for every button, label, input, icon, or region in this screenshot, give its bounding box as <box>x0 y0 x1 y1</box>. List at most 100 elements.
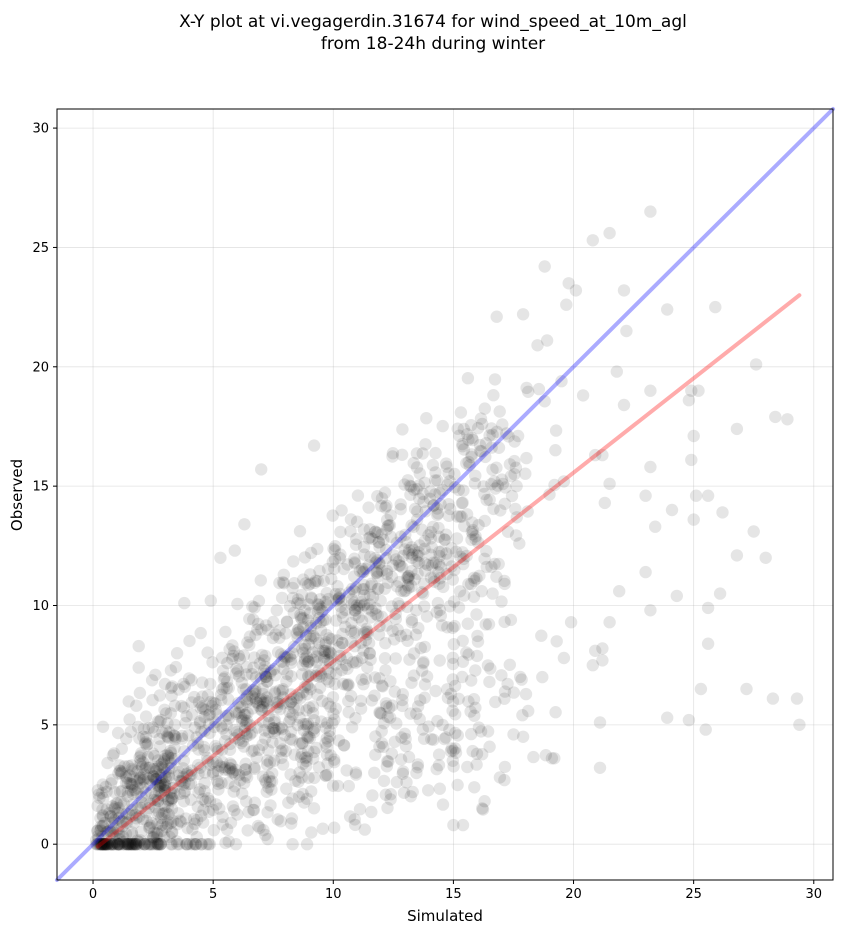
scatter-point-1548 <box>164 707 177 720</box>
scatter-point-459 <box>218 761 231 774</box>
scatter-point-926 <box>162 794 175 807</box>
scatter-point-1738 <box>716 506 729 519</box>
scatter-point-585 <box>399 732 412 746</box>
scatter-point-252 <box>203 718 216 731</box>
scatter-point-569 <box>292 790 306 803</box>
scatter-point-782 <box>456 437 469 451</box>
scatter-point-1669 <box>182 777 196 790</box>
scatter-point-501 <box>128 816 141 829</box>
scatter-point-359 <box>489 695 502 709</box>
scatter-point-1179 <box>462 433 475 446</box>
scatter-point-616 <box>312 612 326 625</box>
scatter-point-799 <box>126 780 139 793</box>
scatter-point-1701 <box>603 226 616 240</box>
scatter-point-107 <box>247 803 261 817</box>
scatter-point-472 <box>349 766 363 779</box>
scatter-point-995 <box>307 723 320 736</box>
scatter-point-565 <box>237 649 251 662</box>
scatter-point-607 <box>419 505 432 518</box>
scatter-point-1193 <box>147 770 160 783</box>
scatter-point-419 <box>152 760 165 773</box>
scatter-point-544 <box>443 600 457 613</box>
scatter-point-752 <box>410 482 423 496</box>
scatter-point-784 <box>428 474 442 487</box>
scatter-point-418 <box>190 838 203 851</box>
scatter-point-1316 <box>296 658 310 672</box>
scatter-point-1057 <box>411 700 425 713</box>
scatter-point-1275 <box>218 763 231 776</box>
scatter-point-1731 <box>603 477 616 490</box>
scatter-point-992 <box>145 816 158 830</box>
scatter-point-1658 <box>304 683 317 696</box>
scatter-point-809 <box>270 604 283 617</box>
scatter-point-289 <box>368 689 381 702</box>
scatter-point-663 <box>133 771 146 785</box>
scatter-point-894 <box>457 557 470 571</box>
scatter-point-1703 <box>538 260 551 273</box>
scatter-point-724 <box>172 765 186 779</box>
scatter-point-425 <box>144 838 157 851</box>
scatter-point-1735 <box>665 503 679 517</box>
scatter-point-719 <box>456 546 469 559</box>
scatter-point-404 <box>375 528 388 541</box>
scatter-point-1182 <box>323 656 337 669</box>
scatter-point-4 <box>295 747 309 760</box>
scatter-point-1599 <box>222 712 236 725</box>
scatter-point-92 <box>265 775 279 788</box>
scatter-point-1294 <box>119 837 133 851</box>
scatter-point-879 <box>447 638 460 651</box>
scatter-point-52 <box>296 642 309 656</box>
scatter-point-1138 <box>185 708 199 721</box>
scatter-point-1745 <box>613 585 626 598</box>
scatter-point-1002 <box>363 647 376 660</box>
scatter-point-1398 <box>380 523 393 536</box>
scatter-point-1305 <box>413 492 426 505</box>
scatter-point-1465 <box>308 721 321 735</box>
scatter-point-1077 <box>100 785 113 798</box>
scatter-point-1099 <box>144 797 157 810</box>
scatter-point-1789 <box>101 756 114 770</box>
scatter-point-722 <box>95 838 109 851</box>
scatter-point-1643 <box>496 418 509 431</box>
scatter-point-320 <box>248 651 261 664</box>
scatter-point-709 <box>288 577 301 590</box>
scatter-point-1233 <box>492 441 506 454</box>
scatter-point-1758 <box>586 659 599 672</box>
scatter-point-88 <box>184 793 198 806</box>
scatter-point-210 <box>112 838 126 851</box>
scatter-point-29 <box>130 838 143 851</box>
scatter-point-595 <box>204 695 217 709</box>
scatter-point-253 <box>166 826 179 839</box>
scatter-point-175 <box>484 662 497 675</box>
scatter-point-1527 <box>222 681 235 695</box>
scatter-point-774 <box>310 655 323 669</box>
scatter-point-1591 <box>181 838 194 851</box>
scatter-point-106 <box>331 580 344 593</box>
scatter-point-122 <box>138 768 151 781</box>
scatter-point-1673 <box>198 710 211 724</box>
scatter-point-1715 <box>749 358 763 371</box>
scatter-point-1561 <box>259 774 272 787</box>
scatter-point-1581 <box>460 646 473 659</box>
scatter-point-38 <box>498 577 511 591</box>
scatter-point-520 <box>108 785 121 799</box>
scatter-point-948 <box>373 557 386 571</box>
scatter-point-1753 <box>596 642 609 655</box>
scatter-point-1222 <box>94 823 107 837</box>
scatter-point-874 <box>161 717 174 730</box>
scatter-point-1378 <box>256 770 270 783</box>
scatter-point-154 <box>369 602 382 615</box>
scatter-point-383 <box>234 701 247 714</box>
scatter-point-560 <box>286 708 299 721</box>
scatter-point-1436 <box>404 707 417 720</box>
scatter-point-146 <box>262 716 276 730</box>
scatter-point-905 <box>333 592 346 605</box>
scatter-point-788 <box>239 708 252 721</box>
scatter-point-31 <box>125 826 139 839</box>
scatter-point-1298 <box>125 784 138 797</box>
scatter-point-1441 <box>108 802 121 816</box>
scatter-point-166 <box>495 595 508 608</box>
scatter-point-1207 <box>222 693 235 706</box>
scatter-point-971 <box>449 742 462 755</box>
